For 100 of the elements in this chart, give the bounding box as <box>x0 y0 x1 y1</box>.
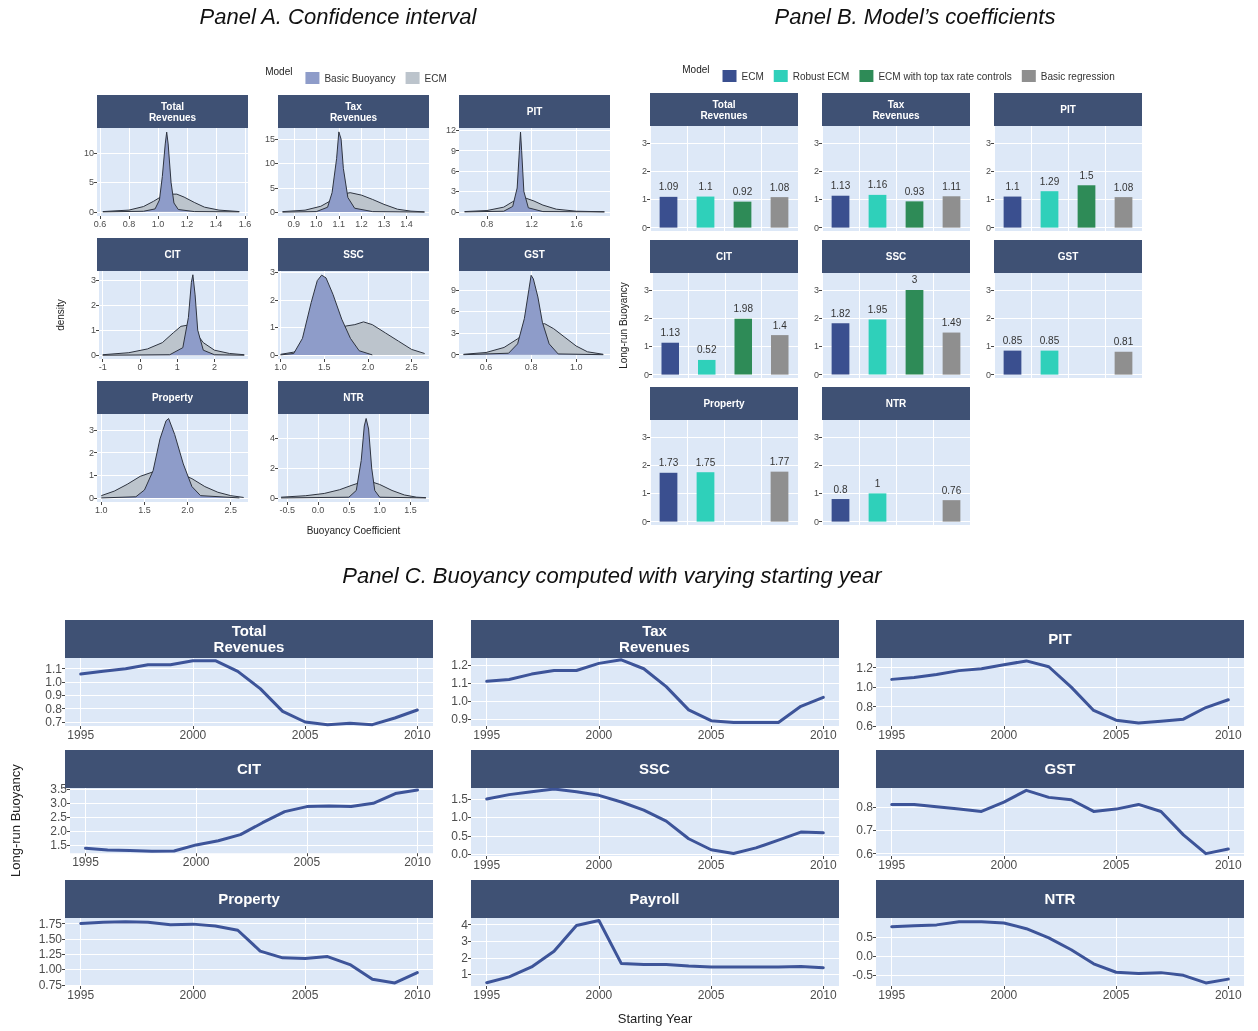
x-tick-label: 1995 <box>472 988 500 1002</box>
y-tick-label: 0 <box>813 369 819 380</box>
chart-title: Total Revenues <box>65 620 433 658</box>
y-tick-label: 9 <box>450 145 456 156</box>
y-tick-label: 3.0 <box>50 796 68 811</box>
x-tick-label: 2010 <box>1214 988 1242 1002</box>
chart-title: GST <box>876 750 1244 788</box>
data-label: 0.8 <box>833 483 848 495</box>
x-tick-label: 1.6 <box>238 218 252 229</box>
x-tick-label: 2010 <box>403 728 431 742</box>
x-tick-label: 2000 <box>585 988 613 1002</box>
y-tick-label: 0.6 <box>856 719 874 733</box>
data-label: 0.85 <box>1002 335 1023 347</box>
y-tick-label: 0 <box>450 206 456 217</box>
y-tick-label: 1 <box>460 967 468 982</box>
bar <box>868 319 887 375</box>
y-tick-label: 1 <box>813 488 819 499</box>
data-label: 0.93 <box>904 185 925 197</box>
y-tick-label: 3 <box>450 186 456 197</box>
legend-label: Robust ECM <box>792 70 850 82</box>
y-tick-label: 3 <box>450 328 456 339</box>
y-tick-label: 2.0 <box>50 824 68 839</box>
y-tick-label: 2 <box>985 313 991 324</box>
y-tick-label: 3 <box>641 431 647 442</box>
x-tick-label: 2005 <box>291 728 319 742</box>
chart-title: PIT <box>994 93 1142 126</box>
y-tick-label: 0.8 <box>856 799 874 814</box>
y-tick-label: 0 <box>90 350 96 361</box>
y-tick-label: 2 <box>269 462 275 473</box>
x-tick-label: 2005 <box>1102 858 1130 872</box>
x-tick-label: 2010 <box>809 988 837 1002</box>
chart-title: Total Revenues <box>650 93 798 126</box>
y-tick-label: 1 <box>269 322 275 333</box>
chart-title: Total Revenues <box>97 95 248 128</box>
chart-title: CIT <box>97 238 248 271</box>
x-tick-label: 1.6 <box>570 218 583 229</box>
y-tick-label: 2 <box>641 166 647 177</box>
y-tick-label: 4 <box>460 917 468 932</box>
y-tick-label: 3 <box>269 267 275 278</box>
y-tick-label: 0.8 <box>856 699 874 714</box>
y-tick-label: 15 <box>264 134 275 145</box>
text: Panel A. Confidence interval <box>199 4 477 30</box>
chart-title: Property <box>650 387 798 420</box>
y-tick-label: 0.5 <box>450 828 468 843</box>
data-label: 1.49 <box>941 317 962 329</box>
y-tick-label: 1.0 <box>856 680 874 695</box>
y-tick-label: 3 <box>985 284 991 295</box>
bar <box>942 196 961 228</box>
chart-title: CIT <box>650 240 798 273</box>
x-tick-label: 1.1 <box>332 218 346 229</box>
y-tick-label: 1 <box>641 194 647 205</box>
x-tick-label: 1.3 <box>377 218 391 229</box>
y-tick-label: 0.7 <box>856 823 874 838</box>
y-tick-label: 5 <box>88 177 94 188</box>
line-series <box>890 788 1230 856</box>
y-tick-label: 0.75 <box>38 977 63 992</box>
bar <box>868 194 887 228</box>
chart-title: PIT <box>876 620 1244 658</box>
y-tick-label: 2 <box>90 299 96 310</box>
y-tick-label: 1 <box>813 194 819 205</box>
data-label: 0.76 <box>941 484 962 496</box>
x-tick-label: 0 <box>137 361 143 372</box>
y-tick-label: 1.5 <box>50 837 68 852</box>
x-tick-label: 2005 <box>1102 988 1130 1002</box>
x-tick-label: 0.6 <box>479 361 493 372</box>
bar <box>1077 185 1096 228</box>
y-tick-label: 2 <box>985 166 991 177</box>
legend-title: Model <box>265 65 293 77</box>
y-tick-label: 2 <box>88 447 94 458</box>
data-label: 1.29 <box>1039 175 1060 187</box>
y-tick-label: 10 <box>264 158 275 169</box>
x-tick-label: 1995 <box>878 728 906 742</box>
y-tick-label: 0 <box>269 207 275 218</box>
chart-title: GST <box>459 238 610 271</box>
chart-title: PIT <box>459 95 610 128</box>
data-label: 1.08 <box>769 181 790 193</box>
data-label: 1.77 <box>769 456 790 468</box>
bar <box>734 318 753 375</box>
x-tick-label: 1995 <box>878 858 906 872</box>
y-tick-label: 1.0 <box>450 810 468 825</box>
y-tick-label: 1 <box>985 341 991 352</box>
x-tick-label: 1.2 <box>180 218 194 229</box>
y-tick-label: 3 <box>88 424 94 435</box>
y-tick-label: 1.1 <box>45 661 63 676</box>
x-tick-label: 2000 <box>179 988 207 1002</box>
y-axis-title: density <box>54 299 66 331</box>
chart-title: SSC <box>278 238 429 271</box>
y-tick-label: 0.9 <box>45 688 63 703</box>
data-label: 1.16 <box>867 179 888 191</box>
x-tick-label: 2.5 <box>405 361 418 372</box>
y-tick-label: 1.0 <box>45 675 63 689</box>
x-tick-label: 1.5 <box>318 361 331 372</box>
y-tick-label: 1 <box>813 341 819 352</box>
legend-label: Basic regression <box>1040 70 1115 82</box>
y-tick-label: 3 <box>813 284 819 295</box>
y-tick-label: 9 <box>450 284 456 295</box>
data-label: 1.98 <box>733 303 754 315</box>
chart-title: Tax Revenues <box>822 93 970 126</box>
x-tick-label: 1995 <box>67 728 95 742</box>
bar <box>697 359 716 375</box>
